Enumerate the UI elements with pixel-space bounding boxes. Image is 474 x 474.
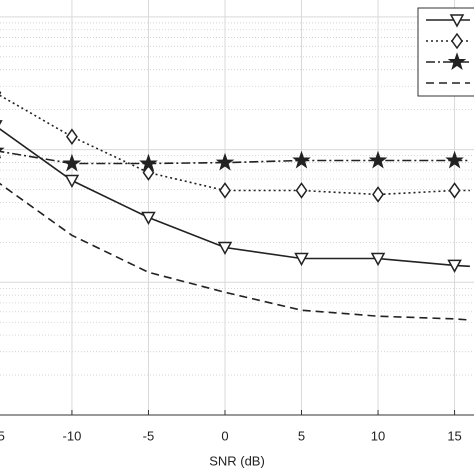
data-point: [368, 150, 388, 169]
data-point: [66, 128, 78, 146]
data-point: [141, 211, 156, 226]
series-line: [0, 150, 470, 165]
data-point: [294, 252, 309, 267]
data-point: [0, 120, 3, 125]
x-tick-label: 5: [298, 428, 305, 443]
data-point: [0, 147, 5, 159]
x-tick-label: -10: [63, 428, 82, 443]
data-point: [215, 152, 235, 171]
series-line: [0, 128, 470, 268]
x-axis-label: SNR (dB): [209, 453, 265, 468]
series-line: [0, 182, 470, 321]
legend-marker: [449, 14, 465, 28]
data-point: [445, 150, 464, 169]
data-point: [292, 150, 311, 169]
x-tick-label: -15: [0, 428, 5, 443]
data-point: [217, 241, 233, 256]
legend-box: [417, 7, 474, 97]
x-tick-label: 15: [447, 428, 461, 443]
legend-marker: [451, 32, 463, 50]
data-point: [139, 153, 158, 172]
data-point: [219, 182, 231, 199]
data-point: [370, 252, 386, 267]
data-point: [448, 182, 461, 199]
data-point: [447, 259, 462, 273]
x-tick-label: -5: [143, 428, 155, 443]
data-point: [64, 174, 80, 189]
x-tick-label: 10: [371, 428, 385, 443]
data-point: [295, 182, 308, 199]
x-tick-label: 0: [221, 428, 228, 443]
legend: [417, 7, 474, 97]
data-point: [372, 186, 384, 203]
legend-marker: [447, 52, 467, 70]
data-point: [62, 153, 82, 172]
